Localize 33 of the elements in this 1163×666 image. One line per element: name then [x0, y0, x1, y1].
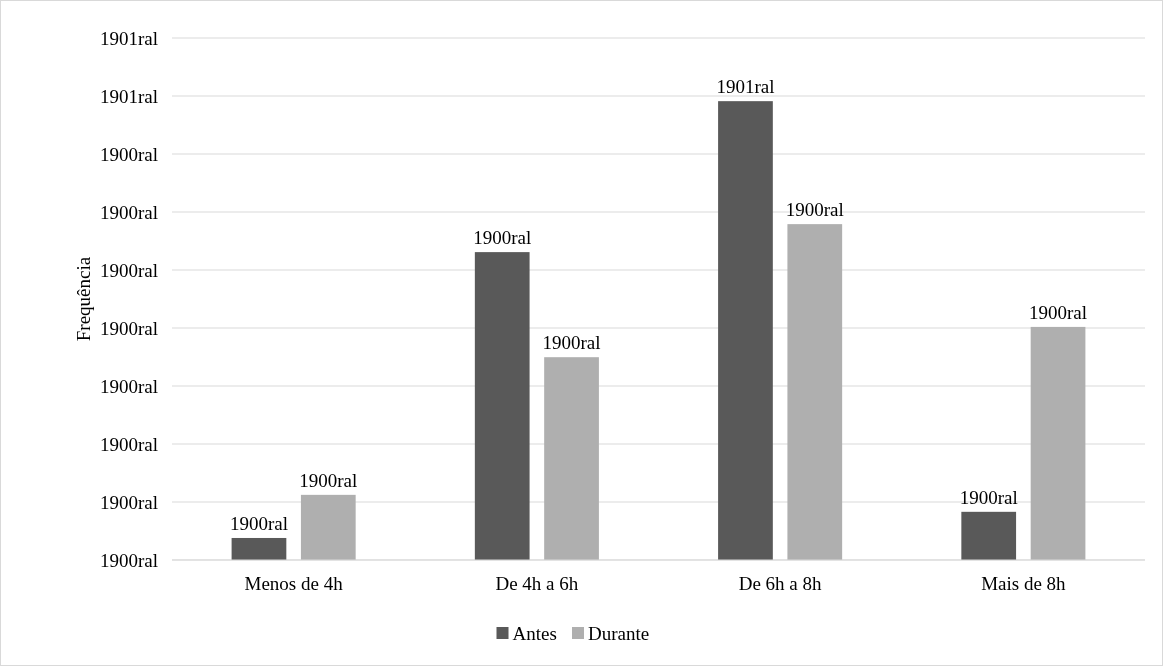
- bar: [300, 494, 356, 560]
- x-tick-label: Mais de 8h: [981, 573, 1067, 594]
- x-tick-label: De 4h a 6h: [495, 573, 579, 594]
- bar: [231, 537, 287, 560]
- y-axis-title: Frequência: [73, 256, 94, 342]
- annotation: 1900ral: [299, 469, 358, 491]
- text: 1900ral: [99, 491, 158, 513]
- x-tick-label: De 6h a 8h: [738, 573, 823, 594]
- text: 1901ral: [99, 85, 158, 107]
- x-tick-label: Menos de 4h: [244, 573, 344, 594]
- legend-label: Durante: [588, 622, 650, 644]
- text: 1900ral: [99, 259, 158, 281]
- annotation: 1900ral: [229, 512, 288, 534]
- text: 1900ral: [99, 201, 158, 223]
- bar: [544, 357, 599, 560]
- bar: [474, 252, 530, 560]
- text: 1901ral: [99, 27, 158, 49]
- bar: [787, 224, 843, 560]
- bar: [961, 511, 1017, 560]
- text: 1900ral: [99, 549, 158, 571]
- annotation: 1900ral: [785, 199, 844, 221]
- annotation: 1900ral: [1029, 301, 1088, 323]
- annotation: 1900ral: [542, 332, 601, 354]
- text: 1901ral: [716, 76, 775, 98]
- annotation: 1900ral: [473, 227, 532, 249]
- legend-label: Antes: [512, 622, 557, 644]
- text: 1900ral: [99, 433, 158, 455]
- bar: [1030, 326, 1086, 560]
- annotation: 1900ral: [959, 486, 1018, 508]
- text: 1900ral: [99, 143, 158, 165]
- text: 1900ral: [99, 375, 158, 397]
- bar: [718, 101, 773, 560]
- text: 1900ral: [99, 317, 158, 339]
